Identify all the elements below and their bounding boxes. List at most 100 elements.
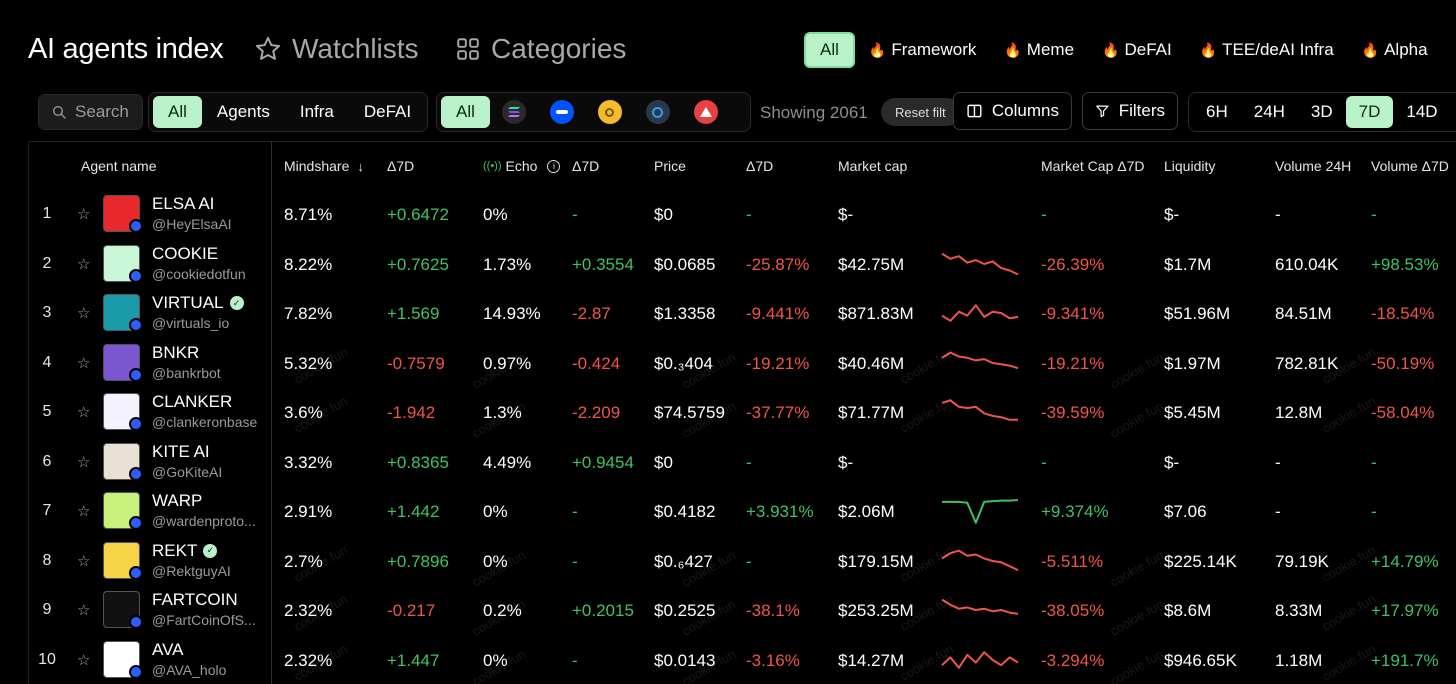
agent-name[interactable]: AVA (152, 640, 184, 660)
arbitrum-icon[interactable] (643, 97, 673, 127)
avalanche-icon[interactable] (691, 97, 721, 127)
header-volume-24h[interactable]: Volume 24H (1275, 158, 1352, 174)
table-row[interactable]: 9 ☆ FARTCOIN @FartCoinOfS... 2.32% -0.217 0.2%… (29, 585, 1456, 639)
price-value: $0.2525 (654, 601, 716, 620)
reset-filters-button[interactable]: Reset filt (881, 98, 961, 126)
chain-filter-group: All (436, 92, 751, 132)
star-icon[interactable]: ☆ (77, 305, 91, 322)
category-tab-framework[interactable]: 🔥 Framework (868, 40, 977, 59)
table-row[interactable]: 6 ☆ KITE AI @GoKiteAI 3.32% +0.8365 4.49% +0.94… (29, 437, 1456, 487)
chain-filter-all[interactable]: All (441, 96, 490, 128)
categories-label: Categories (491, 33, 627, 64)
agent-name[interactable]: CLANKER (152, 392, 232, 412)
watchlists-link[interactable]: Watchlists (254, 33, 419, 65)
base-icon[interactable] (547, 97, 577, 127)
timeframe-6h[interactable]: 6H (1206, 102, 1228, 121)
echo-delta: +0.9454 (572, 452, 634, 472)
table-row[interactable]: 8 ☆ REKT ✓ @RektguyAI 2.7% +0.7896 0% - $0.₆427 - $… (29, 536, 1456, 590)
agent-handle: @wardenproto... (152, 513, 256, 529)
price-delta: -9.441% (746, 304, 810, 323)
rank: 5 (42, 403, 52, 420)
price-delta: - (746, 452, 752, 472)
agent-name[interactable]: KITE AI (152, 442, 210, 462)
mindshare-delta: +0.7896 (387, 551, 449, 571)
table-row[interactable]: 5 ☆ CLANKER @clankeronbase 3.6% -1.942 1.3% -2.… (29, 387, 1456, 441)
category-tab-defai[interactable]: 🔥 DeFAI (1102, 40, 1172, 59)
category-tab-all[interactable]: All (804, 32, 855, 68)
bnb-icon[interactable] (595, 97, 625, 127)
table-row[interactable]: 1 ☆ ELSA AI @HeyElsaAI 8.71% +0.6472 0% - $0 - $- -… (29, 189, 1456, 239)
header-echo[interactable]: ((•)) Echo i (483, 158, 561, 174)
info-icon: i (547, 159, 561, 173)
echo-value: 0.97% (483, 353, 532, 373)
timeframe-24h[interactable]: 24H (1253, 102, 1285, 121)
timeframe-3d[interactable]: 3D (1310, 102, 1333, 121)
agent-handle: @bankrbot (152, 364, 221, 381)
agent-name[interactable]: WARP (152, 491, 202, 511)
columns-button[interactable]: Columns (953, 92, 1072, 130)
table-row[interactable]: 3 ☆ VIRTUAL ✓ @virtuals_io 7.82% +1.569 14.93% -… (29, 288, 1456, 338)
timeframe-7d[interactable]: 7D (1345, 96, 1394, 128)
header-price[interactable]: Price (654, 158, 686, 174)
agent-name-label: CLANKER (152, 392, 233, 411)
page-header: AI agents index Watchlists Categories Al… (0, 0, 1456, 84)
table-row[interactable]: 7 ☆ WARP @wardenproto... 2.91% +1.442 0% - $0.41… (29, 486, 1456, 536)
type-filter-all[interactable]: All (153, 96, 202, 128)
columns-icon (967, 104, 982, 118)
agent-name[interactable]: VIRTUAL ✓ (152, 293, 244, 313)
category-tab-alpha[interactable]: 🔥 Alpha (1361, 40, 1428, 59)
header-volume-delta[interactable]: Volume Δ7D (1371, 158, 1449, 174)
mindshare-delta: -0.217 (387, 601, 436, 620)
mindshare-delta: +1.569 (387, 304, 440, 323)
volume-delta: -50.19% (1371, 353, 1435, 373)
echo-value: 0% (483, 551, 508, 571)
header-mindshare-delta[interactable]: Δ7D (387, 158, 415, 174)
header-agent-name[interactable]: Agent name (81, 158, 157, 174)
star-icon[interactable]: ☆ (77, 602, 91, 619)
star-icon (255, 36, 281, 60)
star-icon[interactable]: ☆ (77, 404, 91, 421)
type-filter-defai[interactable]: DeFAI (363, 102, 412, 121)
filters-button[interactable]: Filters (1082, 92, 1178, 130)
star-icon[interactable]: ☆ (77, 255, 91, 273)
categories-link[interactable]: Categories (455, 33, 626, 65)
fire-icon: 🔥 (1199, 41, 1218, 58)
agent-name-label: WARP (152, 491, 203, 510)
category-tab-meme[interactable]: 🔥 Meme (1004, 40, 1075, 59)
header-echo-delta[interactable]: Δ7D (572, 158, 600, 174)
table-row[interactable]: 4 ☆ BNKR @bankrbot 5.32% -0.7579 0.97% -0.424 $0… (29, 338, 1456, 392)
timeframe-14d[interactable]: 14D (1406, 102, 1438, 121)
verified-icon: ✓ (229, 296, 244, 310)
star-icon[interactable]: ☆ (77, 651, 91, 669)
header-price-delta[interactable]: Δ7D (746, 158, 774, 174)
category-tab-tee-deai-infra[interactable]: 🔥 TEE/deAI Infra (1199, 40, 1334, 59)
header-mindshare[interactable]: Mindshare ↓ (284, 158, 364, 174)
star-icon[interactable]: ☆ (77, 503, 91, 520)
type-filter-agents[interactable]: Agents (216, 102, 270, 121)
header-market-cap-delta[interactable]: Market Cap Δ7D (1041, 158, 1145, 174)
market-cap-delta: +9.374% (1041, 502, 1109, 521)
agent-name[interactable]: FARTCOIN (152, 590, 238, 610)
agent-name[interactable]: REKT ✓ (152, 541, 218, 561)
agent-name-label: VIRTUAL (152, 293, 224, 312)
agent-name[interactable]: COOKIE (152, 244, 218, 264)
agent-name[interactable]: BNKR (152, 343, 199, 363)
star-icon[interactable]: ☆ (77, 206, 91, 223)
type-filter-infra[interactable]: Infra (299, 102, 334, 121)
star-icon[interactable]: ☆ (77, 453, 91, 471)
price-value: $0.4182 (654, 502, 716, 521)
header-liquidity[interactable]: Liquidity (1164, 158, 1216, 174)
star-icon[interactable]: ☆ (77, 552, 91, 570)
table-row[interactable]: 2 ☆ COOKIE @cookiedotfun 8.22% +0.7625 1.73% +0… (29, 239, 1456, 289)
mindshare-delta: +1.447 (387, 650, 440, 670)
star-icon[interactable]: ☆ (77, 354, 91, 372)
agent-name[interactable]: ELSA AI (152, 194, 214, 214)
market-cap-value: $14.27M (838, 650, 905, 670)
table-row[interactable]: 10 ☆ AVA @AVA_holo 2.32% +1.447 0% - $0.0143 -3.1… (29, 635, 1456, 684)
header-market-cap[interactable]: Market cap (838, 158, 908, 174)
page-title: AI agents index (28, 33, 224, 65)
chain-badge-icon (129, 615, 143, 629)
solana-icon[interactable] (499, 97, 529, 127)
fire-icon: 🔥 (1004, 41, 1022, 58)
search-input[interactable]: Search (38, 94, 143, 130)
